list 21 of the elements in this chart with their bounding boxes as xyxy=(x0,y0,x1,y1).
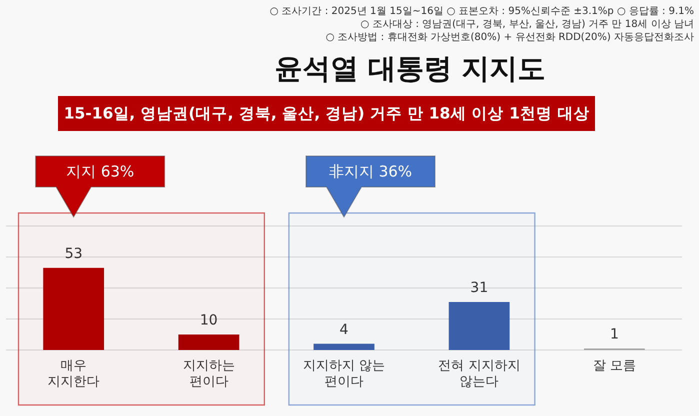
data-label: 53 xyxy=(64,246,83,262)
x-tick-label: 지지하는 편이다 xyxy=(182,358,235,390)
chart-subtitle: 15-16일, 영남권(대구, 경북, 울산, 경남) 거주 만 18세 이상 1천명 대상 xyxy=(64,104,590,122)
bar xyxy=(314,344,374,350)
bar xyxy=(448,302,510,350)
x-tick-label: 전혀 지지하지 않는다 xyxy=(438,358,520,390)
data-label: 1 xyxy=(610,326,619,342)
data-label: 31 xyxy=(470,280,488,296)
x-tick-label: 잘 모름 xyxy=(592,358,636,374)
chart-title: 윤석열 대통령 지지도 xyxy=(274,52,546,85)
bar xyxy=(43,268,104,350)
x-tick-label: 지지하지 않는 편이다 xyxy=(302,358,386,390)
data-label: 10 xyxy=(200,312,218,328)
band-label: 지지 63% xyxy=(66,162,134,180)
text: ○ 조사대상 : 영남권(대구, 경북, 부산, 울산, 경남) 거주 만 18세 이상 남녀 xyxy=(360,19,694,30)
bar xyxy=(178,334,240,350)
data-label: 4 xyxy=(340,322,349,338)
band-label: 非지지 36% xyxy=(328,162,412,180)
text: ○ 조사기간 : 2025년 1월 15일~16일 ○ 표본오차 : 95%신뢰수준 ±3.1%p ○ 응답률 : 9.1% xyxy=(270,6,694,17)
x-tick-label: 매우 지지한다 xyxy=(48,358,100,390)
text: ○ 조사방법 : 휴대전화 가상번호(80%) + 유선전화 RDD(20%) 자동응답전화조사 xyxy=(326,32,694,43)
